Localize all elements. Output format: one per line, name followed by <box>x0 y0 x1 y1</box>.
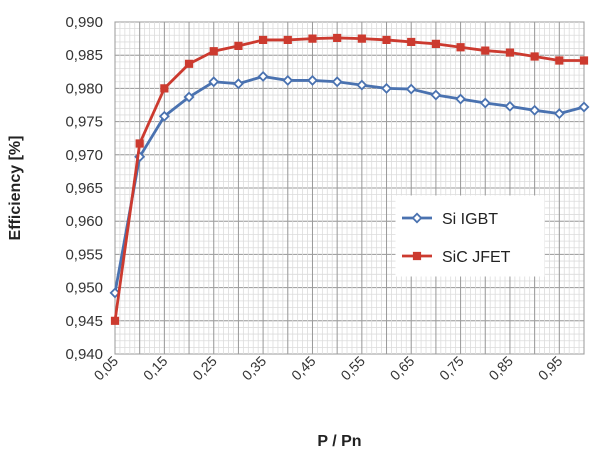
data-point-si-igbt <box>208 76 220 88</box>
data-point-si-igbt <box>307 74 318 86</box>
data-point-si-igbt <box>158 110 170 122</box>
data-point-sic-jfet <box>481 46 490 55</box>
data-point-si-igbt <box>479 97 491 109</box>
data-point-sic-jfet <box>110 316 120 325</box>
plot-grid <box>114 21 585 355</box>
y-tick-label: 0,975 <box>65 114 103 131</box>
data-point-sic-jfet <box>579 56 589 65</box>
y-tick-label: 0,965 <box>65 180 103 197</box>
x-tick-label: 0,45 <box>288 353 319 384</box>
x-tick-label: 0,15 <box>140 353 171 384</box>
data-point-si-igbt <box>356 79 368 91</box>
y-axis-title: Efficiency [%] <box>7 136 24 241</box>
y-tick-label: 0,960 <box>65 213 103 230</box>
data-point-sic-jfet <box>333 33 342 43</box>
x-tick-label: 0,95 <box>535 353 566 384</box>
data-point-sic-jfet <box>209 47 218 56</box>
series-layer <box>109 33 590 325</box>
x-tick-label: 0,75 <box>436 353 467 384</box>
data-point-si-igbt <box>232 78 244 90</box>
y-tick-label: 0,985 <box>65 47 103 64</box>
x-axis-title: P / Pn <box>317 433 361 450</box>
data-point-sic-jfet <box>357 34 366 43</box>
x-tick-label: 0,35 <box>239 353 270 384</box>
data-point-sic-jfet <box>259 35 268 45</box>
legend-item-sic-jfet: SiC JFET <box>402 249 511 266</box>
legend: Si IGBT SiC JFET <box>395 195 545 277</box>
x-tick-label: 0,55 <box>337 353 368 384</box>
x-tick-label: 0,65 <box>387 353 418 384</box>
y-tick-labels: 0,940 0,945 0,950 0,955 0,960 0,965 0,970 0,975… <box>65 14 103 363</box>
data-point-sic-jfet <box>184 59 194 68</box>
data-point-sic-jfet <box>308 34 317 43</box>
data-point-si-igbt <box>578 101 590 113</box>
data-point-si-igbt <box>504 100 516 112</box>
y-tick-label: 0,950 <box>65 280 103 297</box>
data-point-sic-jfet <box>505 48 515 57</box>
y-tick-label: 0,940 <box>65 346 103 363</box>
legend-marker-sic-jfet <box>412 251 422 261</box>
y-tick-label: 0,945 <box>65 313 103 330</box>
data-point-sic-jfet <box>382 35 391 45</box>
series-si-igbt <box>109 70 590 299</box>
data-point-sic-jfet <box>555 56 564 65</box>
legend-label-si-igbt: Si IGBT <box>442 211 498 228</box>
legend-item-si-igbt: Si IGBT <box>402 211 498 228</box>
data-point-si-igbt <box>430 89 442 101</box>
data-point-sic-jfet <box>135 139 144 148</box>
data-point-si-igbt <box>282 74 294 86</box>
y-tick-label: 0,955 <box>65 246 103 263</box>
data-point-sic-jfet <box>530 52 539 61</box>
x-tick-label: 0,25 <box>189 353 220 384</box>
data-point-si-igbt <box>257 70 269 82</box>
y-tick-label: 0,990 <box>65 14 103 31</box>
y-tick-label: 0,970 <box>65 147 103 164</box>
data-point-sic-jfet <box>234 41 243 51</box>
series-sic-jfet <box>110 33 589 325</box>
data-point-si-igbt <box>405 83 417 95</box>
data-point-si-igbt <box>331 76 343 88</box>
data-point-sic-jfet <box>407 37 416 47</box>
legend-label-sic-jfet: SiC JFET <box>442 249 511 266</box>
data-point-sic-jfet <box>431 39 440 49</box>
data-point-si-igbt <box>455 93 467 105</box>
data-point-si-igbt <box>529 104 541 116</box>
data-point-sic-jfet <box>283 35 292 45</box>
x-tick-label: 0,85 <box>485 353 516 384</box>
legend-box <box>395 195 545 277</box>
data-point-sic-jfet <box>160 84 169 93</box>
data-point-si-igbt <box>553 108 565 120</box>
legend-marker-si-igbt <box>411 212 423 224</box>
data-point-si-igbt <box>381 82 392 94</box>
y-tick-label: 0,980 <box>65 80 103 97</box>
series-line-sic-jfet <box>113 36 584 321</box>
data-point-si-igbt <box>183 91 195 103</box>
x-tick-labels: 0,05 0,15 0,25 0,35 0,45 0,55 0,65 0,75 0,85 0,95 <box>91 353 566 384</box>
data-point-sic-jfet <box>456 43 465 52</box>
